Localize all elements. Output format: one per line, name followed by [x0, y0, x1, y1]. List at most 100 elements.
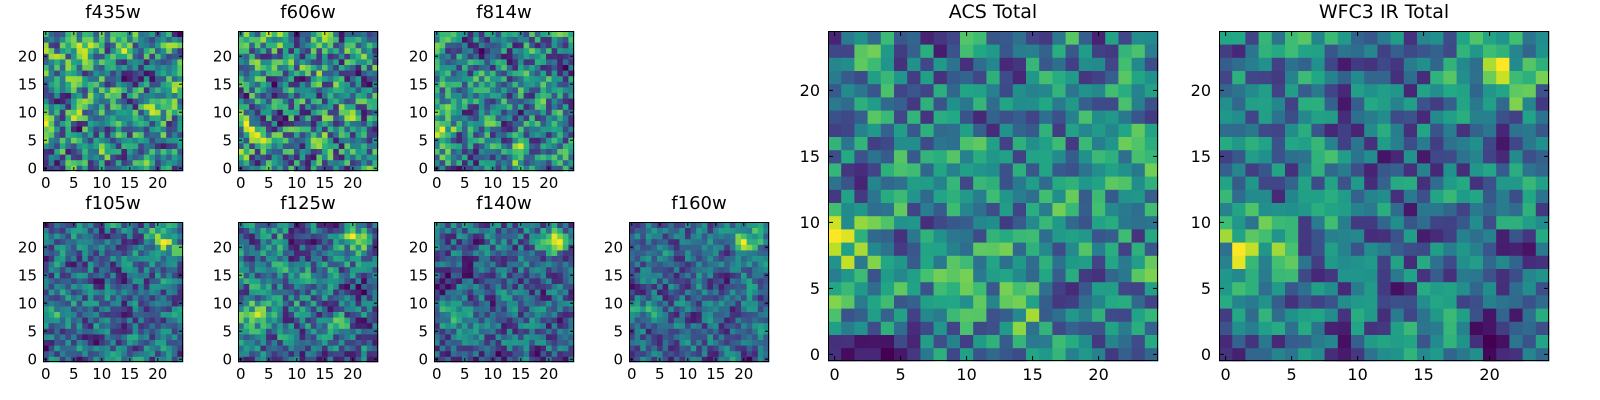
heatmap-cell — [82, 87, 89, 93]
heatmap-cell — [243, 345, 250, 352]
heatmap-cell — [266, 109, 272, 116]
heatmap-cell — [93, 283, 100, 290]
heatmap-cell — [557, 255, 564, 262]
heatmap-cell — [249, 120, 256, 127]
heatmap-cell — [243, 126, 250, 133]
heatmap-cell — [523, 75, 530, 82]
heatmap-cell — [327, 233, 334, 240]
heatmap-cell — [322, 75, 328, 82]
heatmap-cell — [757, 278, 764, 284]
heatmap-cell — [48, 120, 55, 127]
heatmap-cell — [254, 311, 261, 318]
heatmap-cell — [501, 339, 508, 346]
heatmap-cell — [177, 148, 184, 155]
heatmap-cell — [54, 148, 61, 155]
y-tick-label: 10 — [213, 103, 232, 121]
heatmap-cell — [701, 306, 708, 312]
heatmap-cell — [568, 350, 575, 357]
heatmap-cell — [48, 31, 55, 37]
heatmap-cell — [166, 317, 173, 324]
heatmap-cell — [127, 278, 133, 284]
heatmap-cell — [473, 36, 480, 43]
heatmap-cell — [299, 322, 306, 329]
heatmap-cell — [501, 109, 508, 116]
heatmap-cell — [854, 163, 868, 177]
heatmap-cell — [473, 81, 480, 88]
heatmap-cell — [327, 339, 334, 346]
heatmap-cell — [54, 294, 61, 301]
heatmap-cell — [266, 120, 272, 127]
heatmap-cell — [551, 345, 558, 352]
heatmap-cell — [344, 148, 351, 155]
heatmap-cell — [456, 311, 463, 318]
heatmap-cell — [841, 189, 855, 203]
heatmap-cell — [71, 306, 77, 312]
heatmap-cell — [568, 148, 575, 155]
heatmap-cell — [450, 92, 457, 99]
heatmap-cell — [160, 289, 167, 296]
heatmap-cell — [160, 159, 167, 166]
heatmap-cell — [288, 59, 295, 65]
heatmap-cell — [355, 306, 362, 312]
heatmap-cell — [138, 306, 145, 312]
heatmap-cell — [484, 120, 491, 127]
heatmap-cell — [523, 103, 530, 110]
heatmap-cell — [467, 120, 474, 127]
heatmap-cell — [110, 283, 117, 290]
heatmap-cell — [160, 109, 167, 116]
heatmap-cell — [657, 339, 663, 346]
heatmap-cell — [299, 120, 306, 127]
heatmap-cell — [366, 266, 373, 273]
heatmap-cell — [87, 350, 94, 357]
heatmap-cell — [1131, 347, 1146, 362]
heatmap-cell — [327, 137, 334, 144]
heatmap-cell — [1092, 189, 1106, 203]
heatmap-cell — [741, 322, 747, 329]
heatmap-cell — [484, 59, 491, 65]
heatmap-cell — [999, 189, 1014, 203]
heatmap-cell — [322, 70, 328, 77]
heatmap-cell — [127, 92, 133, 99]
heatmap-cell — [467, 148, 474, 155]
heatmap-cell — [277, 339, 284, 346]
heatmap-cell — [450, 261, 457, 268]
heatmap-cell — [540, 98, 547, 105]
heatmap-cell — [155, 53, 161, 60]
heatmap-cell — [260, 294, 267, 301]
heatmap-cell — [1131, 321, 1146, 335]
heatmap-cell — [439, 222, 446, 228]
heatmap-cell — [439, 300, 446, 307]
heatmap-cell — [277, 36, 284, 43]
heatmap-cell — [104, 222, 111, 228]
y-tick-label: 0 — [418, 350, 428, 368]
heatmap-cell — [260, 250, 267, 256]
heatmap-cell — [127, 345, 133, 352]
heatmap-cell — [65, 272, 72, 279]
heatmap-cell — [986, 163, 1000, 177]
heatmap-cell — [76, 70, 83, 77]
heatmap-cell — [523, 70, 530, 77]
heatmap-cell — [82, 36, 89, 43]
heatmap-cell — [361, 143, 368, 149]
heatmap-cell — [668, 222, 675, 228]
heatmap-cell — [473, 109, 480, 116]
heatmap-cell — [355, 109, 362, 116]
heatmap-cell — [462, 70, 468, 77]
heatmap-cell — [696, 278, 703, 284]
heatmap-cell — [160, 98, 167, 105]
heatmap-cell — [763, 222, 770, 228]
heatmap-cell — [132, 31, 139, 37]
heatmap-cell — [333, 278, 340, 284]
heatmap-cell — [149, 103, 156, 110]
heatmap-cell — [110, 266, 117, 273]
heatmap-cell — [907, 255, 921, 269]
heatmap-cell — [986, 215, 1000, 230]
heatmap-cell — [746, 322, 753, 329]
heatmap-cell — [540, 143, 547, 149]
heatmap-cell — [266, 115, 272, 121]
heatmap-cell — [523, 300, 530, 307]
heatmap-cell — [634, 272, 641, 279]
heatmap-cell — [445, 227, 452, 234]
heatmap-cell — [1131, 189, 1146, 203]
heatmap-cell — [43, 278, 49, 284]
